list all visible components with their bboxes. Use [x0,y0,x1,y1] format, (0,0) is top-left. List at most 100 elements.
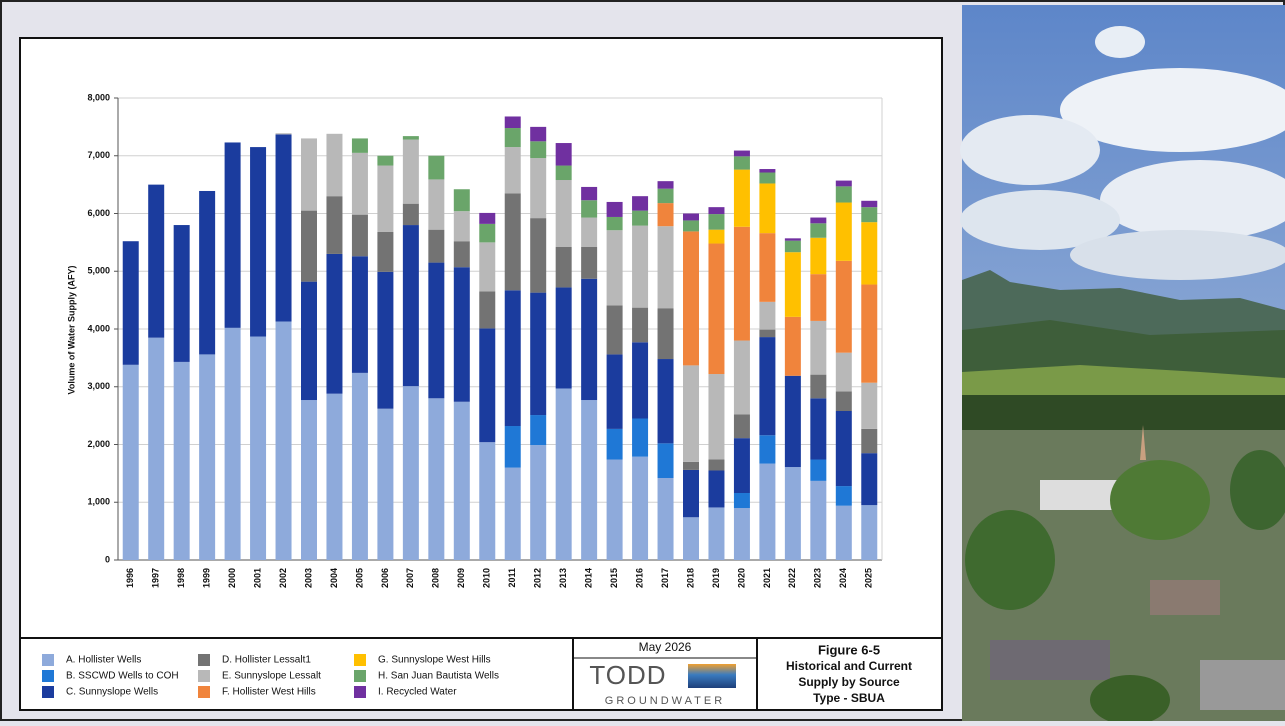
bar-segment [148,184,165,338]
legend-label: I. Recycled Water [378,687,457,698]
bar-segment [683,213,699,221]
bar-segment [377,165,394,232]
bar-segment [810,459,827,481]
bar-segment [861,284,878,383]
bar-segment [606,305,623,355]
bar-segment [275,134,292,322]
bar-segment [581,200,598,218]
bar-segment [428,398,445,560]
bar-segment [504,128,521,148]
bar-segment [632,210,649,226]
bar-segment [504,290,521,427]
bar-segment [708,459,725,471]
bar-segment [428,229,445,263]
bar-segment [351,256,368,373]
figure-title: Type - SBUA [813,691,885,705]
bar-segment [504,426,521,468]
logo-mark [688,664,736,688]
bar-segment [530,445,547,560]
bar-segment [301,400,317,560]
bar-segment [224,142,241,328]
legend-swatch [42,670,54,682]
bar-segment [606,459,623,560]
bar-segment [453,211,470,242]
bar-segment [810,374,827,399]
x-tick-label: 2014 [584,568,594,588]
bar-segment [657,203,674,227]
bar-segment [479,328,496,443]
bar-segment [733,414,750,439]
bar-segment [402,225,419,387]
bar-segment [810,320,827,375]
bar-segment [733,169,750,227]
legend-swatch [198,670,210,682]
y-tick-label: 6,000 [87,208,110,218]
bar-segment [326,253,343,394]
bar-segment [810,237,827,275]
bar-segment [810,480,827,560]
bar-segment [377,155,394,166]
bar-segment [733,340,750,415]
logo-subtext: GROUNDWATER [605,695,725,707]
bar-segment [683,365,699,462]
bar-segment [301,281,317,401]
bar-segment [810,223,827,238]
bar-segment [683,231,699,366]
bar-segment [683,469,699,518]
y-axis-title: Volume of Water Supply (AFY) [66,265,76,394]
bar-segment [861,222,878,285]
bar-segment [479,291,496,329]
bar-segment [479,242,496,292]
bar-segment [351,138,368,153]
figure-title: Historical and Current [786,659,912,673]
bar-segment [173,225,190,362]
x-tick-label: 2017 [660,568,670,588]
legend-label: D. Hollister Lessalt1 [222,655,311,666]
bar-segment [581,217,598,247]
bar-segment [351,152,368,215]
y-tick-label: 0 [105,554,110,564]
bar-segment [504,116,521,129]
bar-segment [759,183,776,234]
legend-label: C. Sunnyslope Wells [66,687,158,698]
bar-segment [784,252,801,317]
x-tick-label: 2015 [609,568,619,588]
bar-segment [683,517,699,560]
x-tick-label: 2016 [634,568,644,588]
bar-segment [428,155,445,180]
bar-segment [122,364,139,560]
bar-segment [377,231,394,272]
bar-segment [657,308,674,360]
bar-segment [453,267,470,402]
bar-segment [632,342,649,419]
bar-segment [708,507,725,560]
bar-segment [835,260,852,353]
x-tick-label: 2004 [329,568,339,588]
legend-swatch [354,686,366,698]
bar-segment [708,374,725,460]
bar-segment [784,240,801,253]
bar-segment [326,196,343,254]
y-tick-label: 8,000 [87,92,110,102]
bar-segment [835,352,852,392]
bar-segment [632,196,649,211]
bar-segment [581,186,598,201]
x-tick-label: 1998 [176,568,186,588]
bar-segment [835,202,852,261]
x-tick-label: 2013 [558,568,568,588]
x-tick-label: 2023 [813,568,823,588]
bar-segment [530,218,547,293]
bar-segment [326,133,343,197]
x-tick-label: 2020 [736,568,746,588]
bar-segment [428,262,445,399]
bar-segment [351,372,368,560]
bar-segment [759,463,776,560]
bar-segment [784,467,801,560]
bar-segment [224,327,241,560]
bar-segment [530,158,547,219]
x-tick-label: 2018 [685,568,695,588]
bar-segment [810,274,827,321]
bar-segment [632,418,649,457]
bar-segment [784,238,801,241]
